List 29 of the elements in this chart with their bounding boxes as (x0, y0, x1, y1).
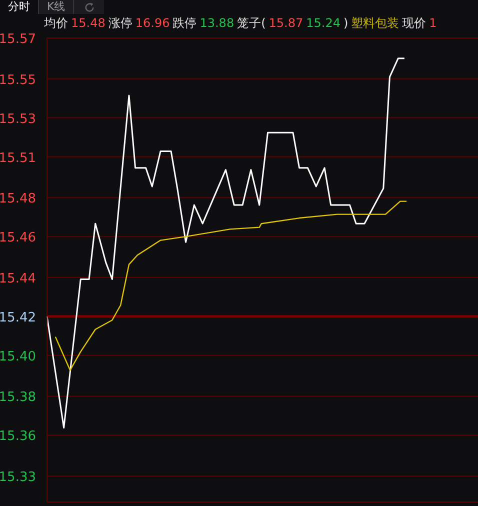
y-tick-label: 15.51 (0, 150, 36, 166)
y-tick-label: 15.46 (0, 230, 36, 246)
y-tick-label: 15.44 (0, 271, 36, 286)
text: 分时 (0, 0, 39, 14)
text: K线 (39, 0, 74, 14)
text: 15.87 (268, 15, 304, 31)
text: ) (343, 15, 348, 31)
text: 13.88 (200, 15, 234, 31)
text: 15.48 (71, 15, 106, 31)
y-tick-label: 15.53 (0, 112, 36, 127)
text: 1 (429, 15, 437, 31)
y-tick-label: 15.38 (0, 390, 36, 406)
y-tick-label: 15.40 (0, 349, 36, 364)
text: 跌停 (172, 15, 197, 31)
y-tick-label: 15.33 (0, 470, 36, 486)
y-tick-label: 15.36 (0, 429, 36, 444)
text: 笼子( (237, 15, 266, 31)
text: 涨停 (108, 15, 132, 31)
text: 15.24 (306, 15, 340, 31)
text: 塑料包装 (351, 15, 400, 31)
y-tick-label: 15.42 (0, 310, 36, 326)
text: 均价 (44, 15, 68, 31)
y-tick-label: 15.55 (0, 72, 36, 88)
text: 16.96 (135, 15, 170, 31)
y-tick-label: 15.57 (0, 32, 36, 47)
y-tick-label: 15.48 (0, 192, 36, 207)
line-series (46, 58, 406, 429)
text: 现价 (402, 15, 426, 31)
line-series (54, 200, 408, 371)
